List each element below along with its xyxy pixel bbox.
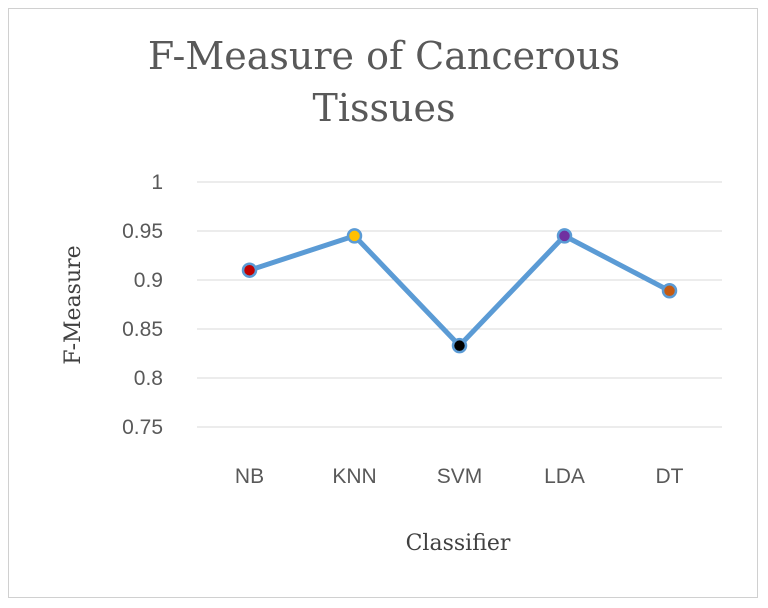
data-point-lda — [556, 228, 573, 244]
y-tick-label: 0.75 — [122, 416, 163, 439]
x-axis-label: Classifier — [406, 531, 511, 556]
x-tick-label: NB — [235, 465, 264, 488]
y-tick-label: 0.95 — [122, 220, 163, 243]
x-tick-label: DT — [656, 465, 684, 488]
chart-title: F-Measure of Cancerous Tissues — [0, 30, 768, 134]
x-tick-label: LDA — [544, 465, 585, 488]
data-point-svm — [451, 337, 468, 354]
data-point-dt — [661, 283, 678, 299]
y-axis-label: F-Measure — [61, 245, 86, 364]
x-axis-ticks: NB KNN SVM LDA DT — [235, 465, 684, 488]
y-tick-label: 0.8 — [134, 367, 163, 390]
x-tick-label: SVM — [437, 465, 483, 488]
y-tick-label: 0.85 — [122, 318, 163, 341]
data-point-nb — [241, 262, 258, 278]
y-tick-label: 0.9 — [134, 269, 163, 292]
chart-frame — [8, 8, 758, 598]
y-axis-ticks: 1 0.95 0.9 0.85 0.8 0.75 — [122, 171, 163, 439]
data-point-knn — [346, 228, 363, 244]
series-group — [241, 228, 678, 354]
chart-title-line-2: Tissues — [312, 86, 456, 130]
chart-title-line-1: F-Measure of Cancerous — [147, 34, 621, 78]
gridlines — [197, 181, 722, 428]
x-tick-label: KNN — [332, 465, 376, 488]
y-tick-label: 1 — [151, 171, 163, 194]
